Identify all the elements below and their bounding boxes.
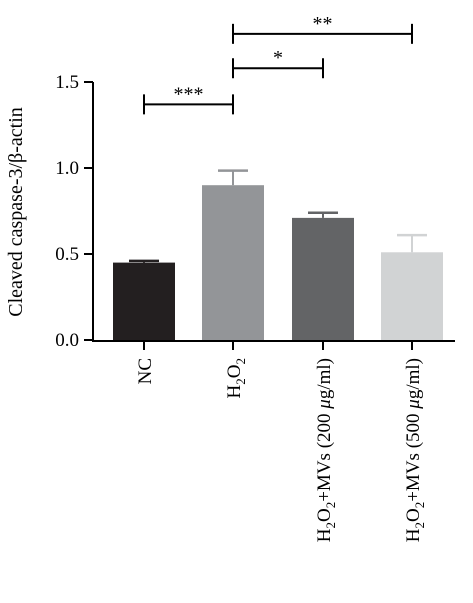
axes: 0.0 0.5 1.0 1.5 [55, 72, 455, 351]
category-label-2: H2​O2​+MVs (200 μg/ml) [314, 358, 338, 542]
category-labels: NC H2​O2​ H2​O2​+MVs (200 μg/ml) H2​O2​+MVs… [135, 358, 427, 542]
bars [113, 185, 443, 340]
bar-3 [381, 252, 443, 340]
y-tick-label-3: 1.5 [55, 72, 79, 93]
y-tick-label-0: 0.0 [55, 330, 79, 351]
sig-label-1: * [273, 47, 283, 69]
category-label-3: H2​O2​+MVs (500 μg/ml) [403, 358, 427, 542]
category-label-1: H2​O2​ [224, 358, 248, 398]
bar-2 [292, 217, 354, 340]
bar-0 [113, 262, 175, 340]
bar-1 [202, 185, 264, 340]
sig-label-2: ** [313, 13, 333, 35]
y-tick-label-2: 1.0 [55, 158, 79, 179]
y-tick-label-1: 0.5 [55, 244, 79, 265]
category-label-0: NC [135, 358, 156, 384]
significance-brackets: ****** [143, 13, 413, 115]
sig-label-0: *** [174, 83, 204, 105]
error-bars [129, 169, 427, 263]
y-axis-title: Cleaved caspase-3/β-actin [5, 107, 27, 317]
